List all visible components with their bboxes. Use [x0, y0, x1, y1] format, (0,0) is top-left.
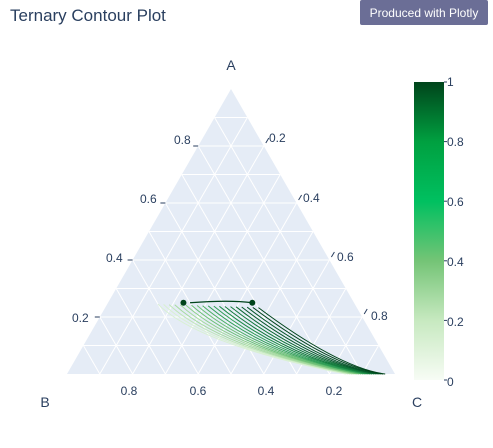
b-axis-tick-label: 0.8	[121, 384, 138, 398]
c-axis-tick-label: 0.6	[337, 250, 354, 264]
a-axis-title: A	[226, 57, 236, 73]
a-axis-tick-label: 0.2	[72, 311, 89, 325]
c-axis-tick-label: 0.2	[269, 131, 286, 145]
b-axis-title: B	[40, 394, 49, 410]
colorbar	[414, 82, 444, 380]
colorbar-tick-label: 0.8	[447, 135, 464, 149]
c-axis-tick-label: 0.8	[371, 309, 388, 323]
colorbar-tick-label: 0.2	[447, 315, 464, 329]
colorbar-tick-label: 1	[447, 75, 454, 89]
b-axis-tick-label: 0.2	[326, 384, 343, 398]
data-point	[249, 300, 255, 306]
colorbar-ticks	[444, 82, 447, 380]
c-axis-tick	[331, 252, 334, 257]
colorbar-tick-label: 0	[447, 375, 454, 389]
b-axis-tick-label: 0.6	[190, 384, 207, 398]
c-axis-title: C	[412, 394, 422, 410]
c-axis-tick-label: 0.4	[303, 191, 320, 205]
a-axis-tick-label: 0.6	[140, 192, 157, 206]
colorbar-tick-label: 0.6	[447, 195, 464, 209]
c-axis-tick	[299, 195, 302, 200]
data-point	[180, 300, 186, 306]
b-axis-tick-label: 0.4	[258, 384, 275, 398]
a-axis-tick-label: 0.8	[174, 133, 191, 147]
c-axis-tick	[364, 309, 367, 314]
colorbar-tick-label: 0.4	[447, 255, 464, 269]
a-axis-tick-label: 0.4	[106, 251, 123, 265]
